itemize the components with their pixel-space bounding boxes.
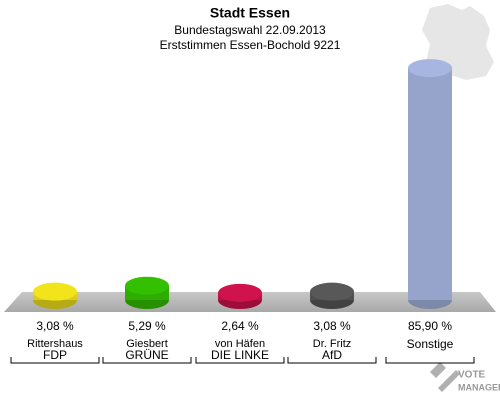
bracket bbox=[385, 357, 475, 364]
chart-subtitle: Erststimmen Essen-Bochold 9221 bbox=[160, 38, 341, 52]
party-label: DIE LINKE bbox=[211, 348, 269, 362]
bracket bbox=[195, 357, 285, 364]
value-label: 3,08 % bbox=[36, 319, 74, 333]
candidate-label: Giesbert bbox=[126, 338, 168, 350]
bar bbox=[310, 282, 354, 309]
bar bbox=[125, 276, 169, 309]
bracket bbox=[10, 357, 100, 364]
value-label: 5,29 % bbox=[128, 319, 166, 333]
watermark: VOTE MANAGER bbox=[430, 362, 500, 392]
chart-subtitle: Bundestagswahl 22.09.2013 bbox=[174, 23, 326, 37]
party-label: FDP bbox=[43, 348, 67, 362]
bar-part bbox=[218, 283, 262, 302]
bracket bbox=[287, 357, 377, 364]
bracket bbox=[102, 357, 192, 364]
candidate-label: Sonstige bbox=[407, 337, 454, 351]
candidate-label: Rittershaus bbox=[27, 338, 83, 350]
bar bbox=[408, 59, 452, 309]
bar-part bbox=[408, 59, 452, 78]
logo-icon bbox=[430, 362, 460, 392]
value-label: 2,64 % bbox=[221, 319, 259, 333]
bar-part bbox=[408, 68, 452, 300]
candidate-label: von Häfen bbox=[215, 338, 265, 350]
value-label: 85,90 % bbox=[408, 319, 452, 333]
bar bbox=[218, 283, 262, 309]
watermark-text: VOTE bbox=[458, 370, 486, 381]
chart-title: Stadt Essen bbox=[210, 5, 290, 21]
value-label: 3,08 % bbox=[313, 319, 351, 333]
bar-part bbox=[310, 282, 354, 301]
bar-part bbox=[33, 282, 77, 301]
party-label: AfD bbox=[322, 348, 342, 362]
watermark-text: MANAGER bbox=[458, 382, 500, 392]
bar bbox=[33, 282, 77, 309]
party-label: GRÜNE bbox=[125, 348, 168, 362]
candidate-label: Dr. Fritz bbox=[313, 338, 352, 350]
bar-part bbox=[125, 276, 169, 295]
